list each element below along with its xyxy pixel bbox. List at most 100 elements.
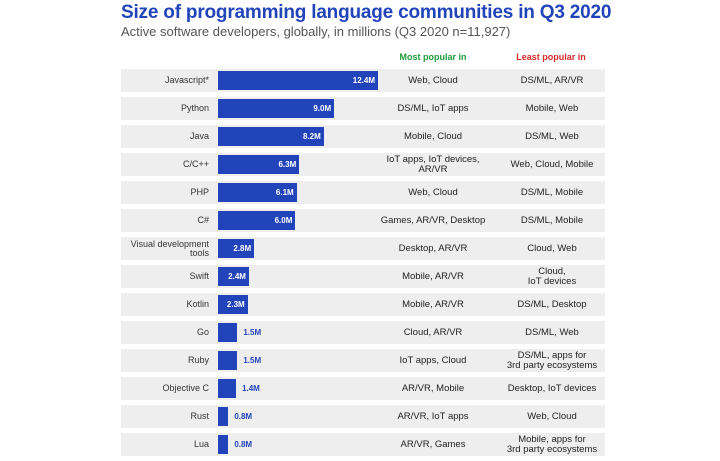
- most-popular-cell: Web, Cloud: [408, 186, 458, 198]
- least-popular-cell: Cloud, Web: [527, 242, 577, 254]
- category-label: Visual development tools: [130, 238, 209, 258]
- chart-row: Lua 0.8M AR/VR, Games Mobile, apps for 3rd …: [121, 433, 605, 456]
- chart-row: Kotlin 2.3M Mobile, AR/VR DS/ML, Desktop: [121, 293, 605, 316]
- chart-row: C/C++ 6.3M IoT apps, IoT devices, AR/VR Web…: [121, 153, 605, 176]
- most-popular-cell: IoT apps, Cloud: [399, 354, 467, 366]
- data-label: 0.8M: [234, 440, 253, 449]
- bar-area: 1.4M: [218, 379, 388, 398]
- data-label: 9.0M: [313, 104, 332, 113]
- bar: [218, 379, 237, 398]
- data-label: 6.0M: [274, 216, 293, 225]
- data-label: 8.2M: [303, 132, 321, 141]
- bar-area: 0.8M: [218, 435, 388, 454]
- bar: [218, 155, 300, 174]
- bar-area: 2.8M: [218, 239, 388, 258]
- category-label: C/C++: [182, 159, 209, 169]
- most-popular-cell: AR/VR, Mobile: [401, 382, 465, 394]
- bar: [218, 239, 255, 258]
- category-label: Python: [180, 103, 209, 113]
- least-popular-header: Least popular in: [516, 52, 586, 62]
- bar: [218, 351, 238, 370]
- data-label: 2.4M: [228, 272, 246, 281]
- bar-area: 9.0M: [218, 99, 388, 118]
- category-label: Lua: [193, 439, 209, 449]
- bar: [218, 183, 297, 202]
- bar-area: 12.4M: [218, 71, 388, 90]
- bar-area: 2.3M: [218, 295, 388, 314]
- bar: [218, 211, 296, 230]
- chart-row: Java 8.2M Mobile, Cloud DS/ML, Web: [121, 125, 605, 148]
- least-popular-cell: DS/ML, Mobile: [520, 214, 584, 226]
- chart-row: Python 9.0M DS/ML, IoT apps Mobile, Web: [121, 97, 605, 120]
- least-popular-cell: Web, Cloud: [527, 410, 577, 422]
- most-popular-cell: IoT apps, IoT devices, AR/VR: [386, 153, 480, 175]
- data-label: 1.5M: [243, 356, 262, 365]
- data-label: 1.5M: [243, 328, 262, 337]
- bar-area: 1.5M: [218, 323, 388, 342]
- bar: [218, 407, 229, 426]
- least-popular-cell: Cloud, IoT devices: [527, 265, 577, 287]
- bar-area: 6.1M: [218, 183, 388, 202]
- data-label: 6.3M: [278, 160, 297, 169]
- bar: [218, 127, 324, 146]
- least-popular-cell: DS/ML, Mobile: [520, 186, 584, 198]
- least-popular-cell: DS/ML, Web: [525, 326, 579, 338]
- category-label: Java: [189, 131, 209, 141]
- most-popular-cell: Mobile, Cloud: [403, 130, 463, 142]
- data-label: 6.1M: [275, 188, 294, 197]
- category-label: Kotlin: [186, 299, 209, 309]
- most-popular-cell: Desktop, AR/VR: [398, 242, 468, 254]
- least-popular-cell: DS/ML, Web: [525, 130, 579, 142]
- least-popular-cell: DS/ML, apps for 3rd party ecosystems: [506, 349, 598, 371]
- chart-row: C# 6.0M Games, AR/VR, Desktop DS/ML, Mobile: [121, 209, 605, 232]
- bar: [218, 71, 378, 90]
- data-label: 1.4M: [242, 384, 260, 393]
- category-label: Ruby: [187, 355, 209, 365]
- least-popular-cell: Mobile, apps for 3rd party ecosystems: [506, 433, 598, 455]
- bar-area: 6.3M: [218, 155, 388, 174]
- category-label: Go: [196, 327, 209, 337]
- bar: [218, 435, 229, 454]
- category-label: Swift: [189, 271, 209, 281]
- chart-subtitle: Active software developers, globally, in…: [121, 24, 511, 39]
- category-label: Rust: [190, 411, 209, 421]
- data-label: 2.3M: [226, 300, 245, 309]
- least-popular-cell: Mobile, Web: [525, 102, 579, 114]
- least-popular-cell: DS/ML, Desktop: [517, 298, 587, 310]
- chart-row: Ruby 1.5M IoT apps, Cloud DS/ML, apps for 3…: [121, 349, 605, 372]
- bar-area: 0.8M: [218, 407, 388, 426]
- most-popular-cell: AR/VR, Games: [400, 438, 466, 450]
- least-popular-cell: Web, Cloud, Mobile: [510, 158, 594, 170]
- chart-row: Javascript* 12.4M Web, Cloud DS/ML, AR/VR: [121, 69, 605, 92]
- most-popular-cell: Mobile, AR/VR: [402, 298, 464, 310]
- category-label: PHP: [190, 187, 209, 197]
- category-label: Objective C: [162, 383, 209, 393]
- least-popular-cell: Desktop, IoT devices: [507, 382, 597, 394]
- most-popular-cell: Cloud, AR/VR: [403, 326, 463, 338]
- chart-table: Javascript* 12.4M Web, Cloud DS/ML, AR/VR Py…: [121, 69, 605, 461]
- bar-area: 6.0M: [218, 211, 388, 230]
- most-popular-cell: AR/VR, IoT apps: [397, 410, 469, 422]
- bar: [218, 295, 248, 314]
- bar: [218, 99, 335, 118]
- bar-area: 2.4M: [218, 267, 388, 286]
- bar-area: 1.5M: [218, 351, 388, 370]
- chart-row: Visual development tools 2.8M Desktop, AR/…: [121, 237, 605, 260]
- chart-row: Rust 0.8M AR/VR, IoT apps Web, Cloud: [121, 405, 605, 428]
- most-popular-cell: Mobile, AR/VR: [402, 270, 464, 282]
- data-label: 12.4M: [352, 76, 375, 85]
- category-label: C#: [197, 215, 209, 225]
- chart-row: Objective C 1.4M AR/VR, Mobile Desktop, IoT…: [121, 377, 605, 400]
- most-popular-cell: Web, Cloud: [408, 74, 458, 86]
- chart-row: Swift 2.4M Mobile, AR/VR Cloud, IoT devices: [121, 265, 605, 288]
- most-popular-header: Most popular in: [399, 52, 467, 62]
- bar-area: 8.2M: [218, 127, 388, 146]
- least-popular-cell: DS/ML, AR/VR: [520, 74, 584, 86]
- bar: [218, 267, 249, 286]
- data-label: 0.8M: [234, 412, 253, 421]
- most-popular-cell: DS/ML, IoT apps: [397, 102, 469, 114]
- category-label: Javascript*: [164, 75, 209, 85]
- chart-row: Go 1.5M Cloud, AR/VR DS/ML, Web: [121, 321, 605, 344]
- bar: [218, 323, 238, 342]
- most-popular-cell: Games, AR/VR, Desktop: [380, 214, 486, 226]
